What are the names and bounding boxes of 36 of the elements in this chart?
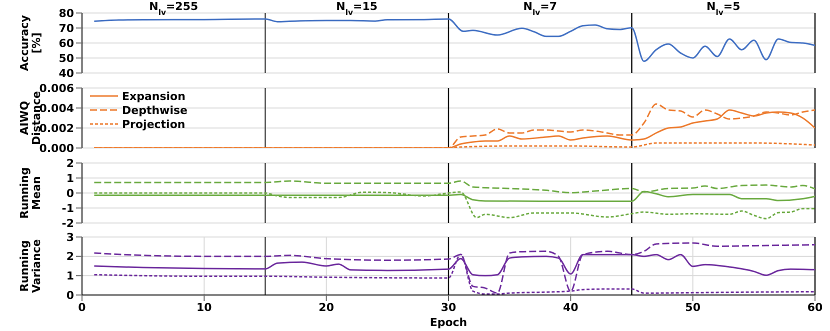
x-tick-label: 50 — [685, 300, 701, 314]
x-tick-label: 40 — [563, 300, 579, 314]
y-tick-label: 60 — [58, 36, 74, 50]
y-tick-label: 70 — [58, 22, 74, 35]
y-tick-label: 1 — [66, 270, 74, 283]
y-tick-label: 0 — [66, 288, 74, 302]
y-tick-label: 0.004 — [39, 102, 74, 115]
y-tick-label: 0.000 — [39, 142, 74, 155]
y-axis-title: Accuracy [%] — [18, 15, 43, 71]
x-tick-label: 0 — [78, 300, 86, 314]
annotation: N$_{lv}$=7 — [523, 0, 557, 16]
y-tick-label: -2 — [62, 216, 74, 230]
y-tick-label: 0 — [66, 186, 74, 200]
y-axis-title: Running Variance — [18, 239, 43, 293]
y-tick-label: 0.002 — [39, 122, 74, 135]
x-tick-label: 10 — [196, 300, 212, 314]
y-tick-label: -1 — [62, 202, 74, 215]
y-axis-title: Running Mean — [18, 167, 43, 219]
x-axis-title: Epoch — [430, 316, 468, 329]
x-tick-label: 20 — [318, 300, 334, 314]
y-tick-label: 2 — [66, 250, 74, 264]
annotation: N$_{lv}$=15 — [336, 0, 378, 16]
legend-label: Depthwise — [122, 104, 188, 116]
y-tick-label: 1 — [66, 172, 74, 185]
x-tick-label: 30 — [440, 300, 456, 314]
legend-label: Expansion — [122, 90, 186, 102]
annotation: N$_{lv}$=255 — [149, 0, 198, 16]
y-tick-label: 50 — [58, 52, 74, 65]
y-tick-label: 40 — [58, 66, 74, 80]
y-tick-label: 2 — [66, 156, 74, 170]
annotation: N$_{lv}$=5 — [706, 0, 740, 16]
y-tick-label: 0.006 — [39, 82, 74, 95]
y-tick-label: 3 — [66, 230, 74, 244]
x-tick-label: 60 — [807, 300, 823, 314]
y-tick-label: 80 — [58, 6, 74, 20]
legend-label: Projection — [122, 118, 186, 130]
